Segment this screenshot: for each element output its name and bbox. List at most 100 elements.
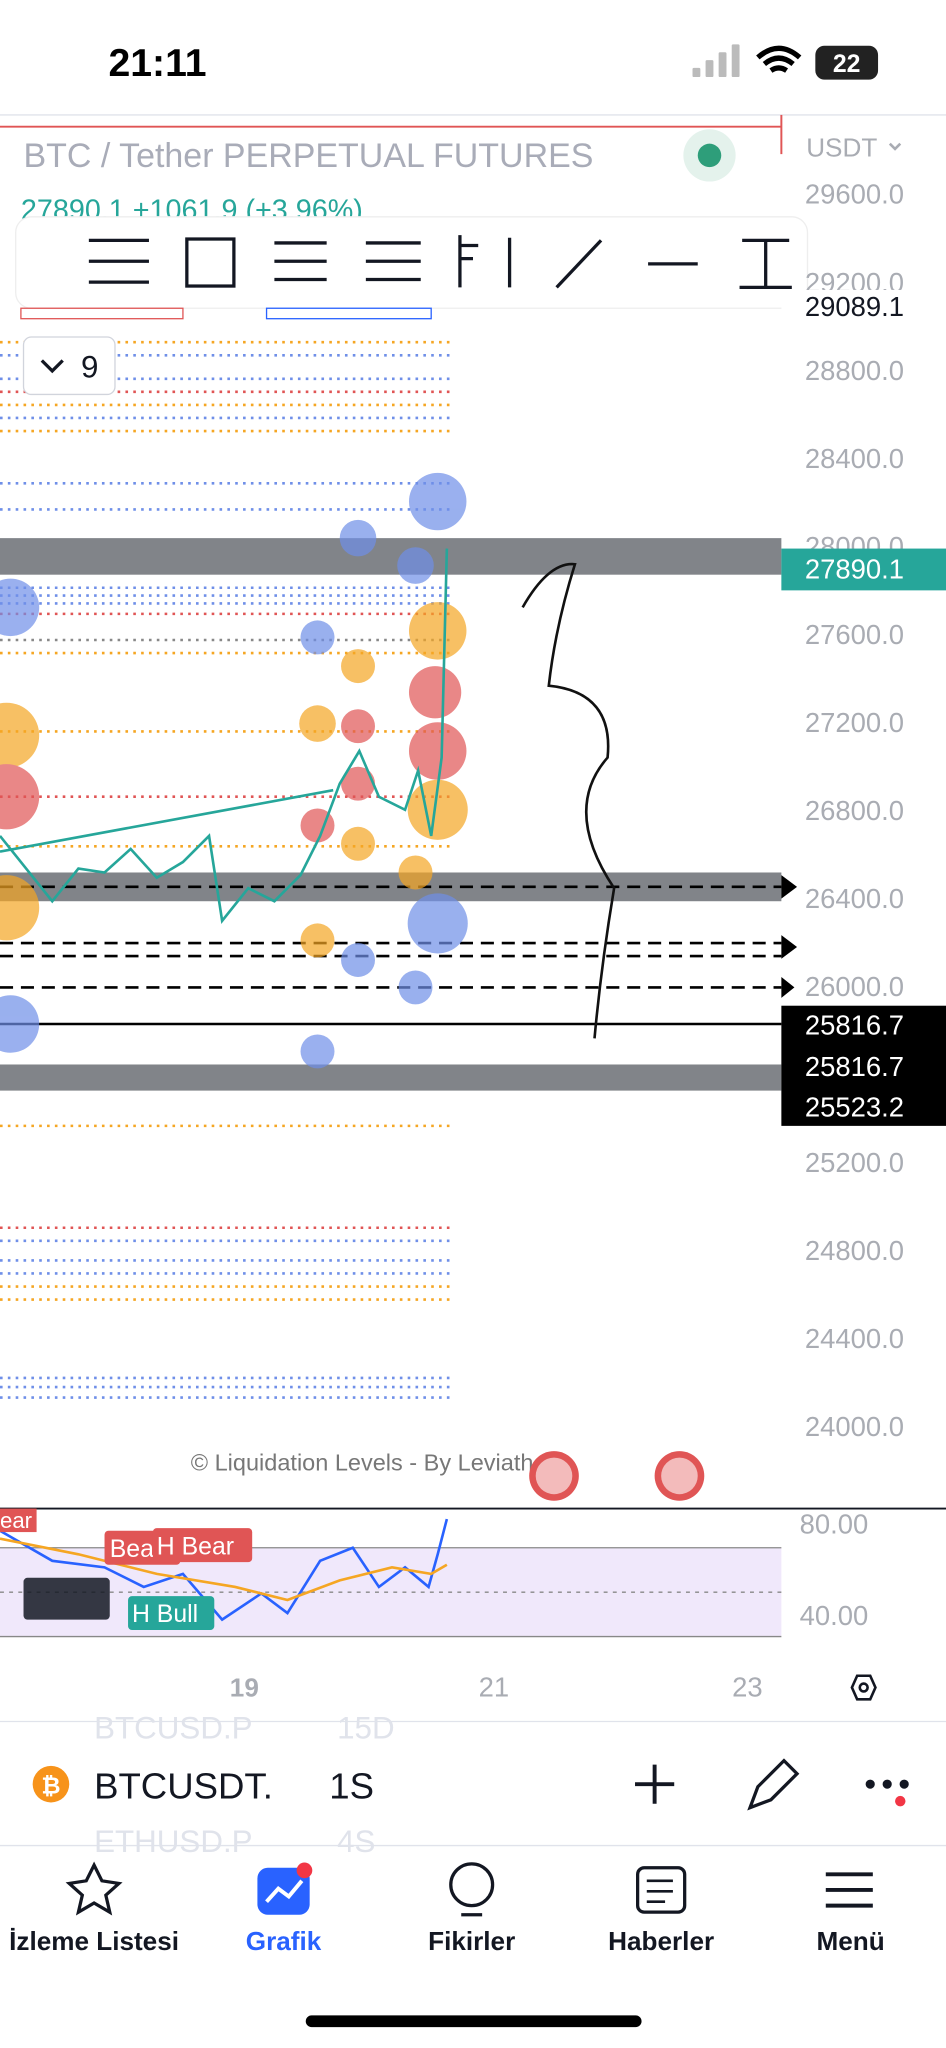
price-axis-label: 28400.0 (805, 443, 904, 474)
decor-circle (341, 766, 376, 801)
decor-circle (341, 943, 376, 977)
currency[interactable]: USDT (806, 133, 877, 163)
decor-rect (636, 1866, 687, 1914)
price-tag: 27890.1 (805, 554, 904, 585)
decor-g: 29600.029200.028800.028400.028000.027600… (805, 179, 904, 1442)
price-axis-label: 24000.0 (805, 1411, 904, 1442)
decor-circle (449, 1862, 495, 1908)
decor-circle (299, 705, 336, 742)
decor-rect (0, 1064, 782, 1091)
time-label: 19 (230, 1673, 259, 1703)
price-tag: 29089.1 (805, 291, 904, 322)
decor-circle (300, 1034, 335, 1069)
decor-rect (305, 2015, 642, 2028)
decor-path (458, 235, 512, 288)
price-axis-label: 27200.0 (805, 707, 904, 738)
next-interval: 4S (337, 1824, 375, 1859)
decor-circle (535, 1457, 573, 1495)
decor-rect (185, 237, 236, 288)
rsi-label: ear (0, 1508, 33, 1533)
decor-path (365, 241, 421, 282)
decor-path (888, 142, 902, 151)
price-tag: 25816.7 (805, 1009, 904, 1040)
decor-rect (0, 1508, 37, 1533)
draw-button[interactable] (747, 1758, 800, 1811)
rsi-label: H Bull (132, 1601, 198, 1628)
decor-circle (341, 826, 376, 861)
time-label: 23 (732, 1672, 763, 1703)
decor-circle (0, 875, 40, 941)
decor-path (646, 1879, 673, 1904)
decor-circle (661, 1457, 698, 1495)
battery-level: 22 (833, 51, 861, 78)
decor-rect (152, 1528, 253, 1563)
settings-button[interactable] (850, 1674, 877, 1701)
decor-rect (692, 67, 701, 78)
decor-circle (0, 702, 40, 768)
decor-path (521, 562, 616, 1039)
decor-circle (0, 995, 40, 1053)
decor-text: ₿ (41, 1772, 60, 1798)
decor-rect (815, 45, 879, 80)
decor-g (0, 340, 453, 1399)
symbol[interactable]: BTCUSDT. (94, 1766, 273, 1807)
decor-circle (398, 855, 433, 890)
decor-circle (341, 709, 376, 744)
decor-circle (882, 1779, 892, 1789)
decor-circle (300, 620, 335, 655)
nav-item[interactable]: İzleme Listesi (9, 1926, 179, 1956)
decor-circle (899, 1779, 909, 1789)
decor-rect (731, 44, 740, 78)
decor-circle (300, 923, 335, 958)
decor-path (274, 241, 327, 282)
nav-item[interactable]: Haberler (608, 1926, 714, 1956)
decor-g (692, 44, 740, 78)
decor-path (825, 1872, 873, 1908)
rsi-label: H Bear (157, 1533, 234, 1560)
decor-rect (0, 538, 782, 575)
decor-circle (408, 472, 467, 531)
indicator-toggle[interactable] (22, 336, 116, 396)
decor-rect (705, 60, 714, 78)
decor-polyline (0, 1518, 449, 1622)
decor-path (756, 45, 802, 73)
decor-line (0, 788, 334, 853)
decor-g (88, 235, 792, 289)
interval[interactable]: 1S (329, 1766, 374, 1807)
price-tag: 25523.2 (805, 1092, 904, 1123)
decor-path (739, 238, 792, 289)
add-button[interactable] (635, 1764, 675, 1804)
decor-circle (408, 666, 462, 719)
decor-circle (339, 519, 377, 557)
decor-circle (296, 1862, 313, 1879)
decor-circle (341, 649, 376, 684)
nav-item[interactable]: Fikirler (428, 1926, 515, 1956)
nav-item[interactable]: Menü (817, 1926, 885, 1956)
decor-g (0, 472, 468, 1069)
status-time: 21:11 (108, 42, 206, 85)
decor-path (65, 1861, 123, 1916)
price-axis-label: 24800.0 (805, 1235, 904, 1266)
decor-rect (781, 1005, 946, 1126)
decor-circle (0, 764, 40, 830)
price-axis-label: 26000.0 (805, 971, 904, 1002)
decor-polyline (265, 1879, 304, 1904)
price-axis-label: 27600.0 (805, 619, 904, 650)
prev-symbol: BTCUSD.P (94, 1710, 253, 1745)
decor-circle (0, 578, 40, 637)
decor-path (88, 238, 149, 284)
decor-circle (858, 1682, 869, 1693)
decor-circle (397, 547, 434, 584)
price-axis-label: 25200.0 (805, 1147, 904, 1178)
decor-circle (865, 1779, 875, 1789)
decor-rect (781, 548, 946, 591)
nav-item[interactable]: Grafik (246, 1926, 322, 1956)
watermark: © Liquidation Levels - By Leviathan (191, 1450, 560, 1476)
decor-rect (265, 307, 432, 320)
decor-rect (781, 289, 946, 324)
rsi-axis-label: 40.00 (800, 1600, 869, 1631)
decor-circle (398, 970, 433, 1005)
decor-circle (895, 1795, 906, 1807)
decor-circle (32, 1765, 70, 1803)
